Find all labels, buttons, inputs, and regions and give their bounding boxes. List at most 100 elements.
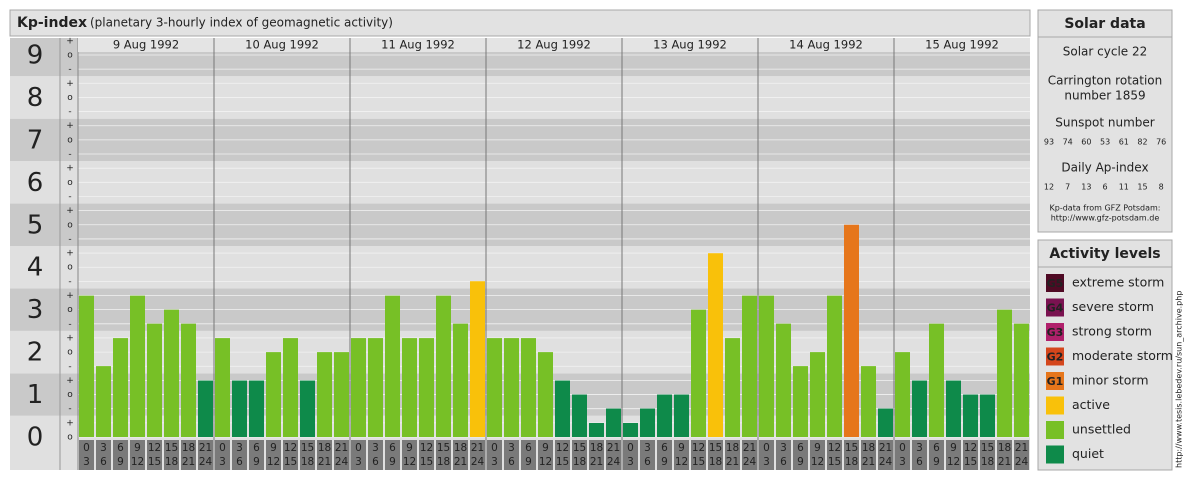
hour-label: 24 [879,456,893,468]
panel-text: 11 [1119,183,1129,192]
hour-label: 15 [165,442,178,454]
bar [895,352,910,437]
y-subtick-label: + [66,291,74,301]
y-tick-label: 2 [27,338,44,368]
hour-label: 21 [1015,442,1028,454]
hour-label: 3 [899,456,906,468]
hour-label: 12 [947,456,960,468]
panel-text: 76 [1156,138,1166,147]
hour-label: 9 [253,456,260,468]
hour-label: 12 [284,442,297,454]
hour-label: 15 [692,456,705,468]
hour-label: 12 [403,456,416,468]
hour-label: 3 [780,442,787,454]
bar [113,338,128,437]
y-tick-label: 3 [27,295,44,325]
y-subtick-label: + [66,79,74,89]
y-subtick-label: o [67,433,73,443]
hour-label: 18 [182,442,195,454]
date-label: 11 Aug 1992 [381,38,455,52]
hour-cell [589,440,604,470]
hour-label: 15 [284,456,297,468]
y-tick-label: 9 [27,40,44,70]
date-header [894,38,1030,52]
hour-label: 3 [236,442,243,454]
panel-text: 74 [1063,138,1073,147]
bar [555,380,570,437]
hour-label: 9 [389,456,396,468]
hour-cell [113,440,128,470]
y-subtick-label: + [66,121,74,131]
hour-label: 12 [131,456,144,468]
hour-label: 3 [491,456,498,468]
hour-cell [691,440,706,470]
bar [929,323,944,437]
hour-cell [215,440,230,470]
hour-label: 18 [301,456,314,468]
y-subtick-label: - [68,404,71,414]
bar [487,338,502,437]
hour-label: 18 [454,442,467,454]
bar [861,366,876,437]
hour-cell [946,440,961,470]
bar [368,338,383,437]
hour-cell [640,440,655,470]
hour-label: 0 [491,442,498,454]
y-subtick-label: o [67,135,73,145]
y-subtick-label: - [68,107,71,117]
y-subtick-label: o [67,305,73,315]
hour-label: 3 [100,442,107,454]
panel-text: 7 [1065,183,1070,192]
hour-label: 21 [199,442,212,454]
bar [232,380,247,437]
hour-label: 12 [675,456,688,468]
hour-label: 24 [199,456,213,468]
bar [266,352,281,437]
hour-label: 18 [998,442,1011,454]
hour-label: 21 [318,456,331,468]
hour-label: 6 [525,442,532,454]
y-subtick-label: - [68,319,71,329]
y-subtick-label: + [66,206,74,216]
hour-cell [521,440,536,470]
hour-cell [657,440,672,470]
hour-cell [997,440,1012,470]
y-subtick-label: - [68,362,71,372]
legend-code: G4 [1047,302,1064,315]
hour-cell [878,440,893,470]
hour-cell [606,440,621,470]
bar [317,352,332,437]
hour-label: 9 [406,442,413,454]
hour-label: 18 [709,456,722,468]
hour-label: 9 [542,442,549,454]
date-header [622,38,758,52]
hour-label: 15 [148,456,161,468]
y-subtick-label: + [66,36,74,46]
panel-text: 6 [1103,183,1108,192]
y-subtick-label: o [67,263,73,273]
y-subtick-label: o [67,50,73,60]
hour-label: 9 [134,442,141,454]
hour-label: 0 [627,442,634,454]
hour-label: 3 [627,456,634,468]
hour-cell [776,440,791,470]
hour-label: 6 [100,456,107,468]
hour-label: 9 [117,456,124,468]
bar [334,352,349,437]
bar [742,295,757,437]
bar [793,366,808,437]
panel-text: Sunspot number [1055,116,1154,130]
bar [504,338,519,437]
y-subtick-label: - [68,277,71,287]
hour-label: 6 [508,456,515,468]
hour-cell [759,440,774,470]
panel-text: Kp-data from GFZ Potsdam: [1050,204,1161,213]
hour-label: 0 [899,442,906,454]
hour-label: 6 [117,442,124,454]
hour-cell [79,440,94,470]
hour-label: 21 [335,442,348,454]
hour-label: 9 [797,456,804,468]
y-subtick-label: + [66,333,74,343]
hour-label: 0 [219,442,226,454]
